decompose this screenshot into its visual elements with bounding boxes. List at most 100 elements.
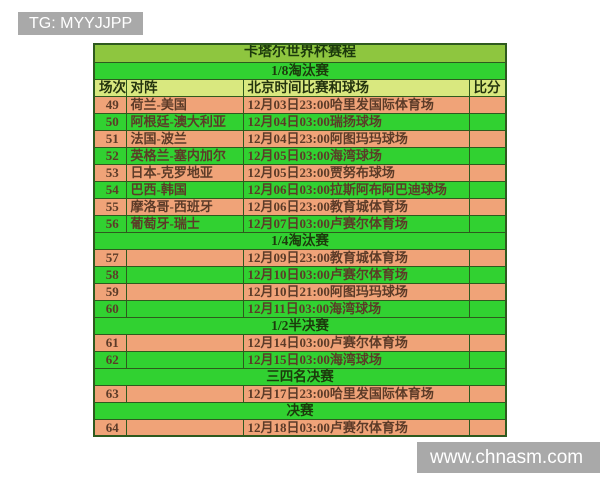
section-row: 1/8淘汰赛 [93,61,507,80]
match-no-cell: 62 [93,350,127,369]
match-pairing-cell [125,248,244,267]
score-cell [468,163,507,182]
score-cell [468,384,507,403]
table-row: 53 日本-克罗地亚 12月05日23:00贾努布球场 [93,163,507,182]
match-pairing-cell: 巴西-韩国 [125,180,244,199]
table-row: 55 摩洛哥-西班牙 12月06日23:00教育城体育场 [93,197,507,216]
score-cell [468,146,507,165]
match-pairing-cell [125,350,244,369]
score-cell [468,180,507,199]
section-row: 决赛 [93,401,507,420]
table-row: 49 荷兰-美国 12月03日23:00哈里发国际体育场 [93,95,507,114]
score-cell [468,112,507,131]
match-no-cell: 60 [93,299,127,318]
match-time-venue-cell: 12月10日21:00阿图玛玛球场 [242,282,470,301]
match-no-cell: 50 [93,112,127,131]
match-pairing-cell: 日本-克罗地亚 [125,163,244,182]
match-pairing-cell [125,384,244,403]
site-watermark: www.chnasm.com [417,442,600,473]
match-no-cell: 64 [93,418,127,437]
match-time-venue-cell: 12月17日23:00哈里发国际体育场 [242,384,470,403]
table-row: 52 英格兰-塞内加尔 12月05日03:00海湾球场 [93,146,507,165]
table-row: 54 巴西-韩国 12月06日03:00拉斯阿布阿巴迪球场 [93,180,507,199]
header-row: 场次 对阵 北京时间比赛和球场 比分 [93,78,507,97]
table-row: 61 12月14日03:00卢赛尔体育场 [93,333,507,352]
column-header: 对阵 [125,78,244,97]
match-pairing-cell: 法国-波兰 [125,129,244,148]
section-row: 1/4淘汰赛 [93,231,507,250]
match-pairing-cell [125,265,244,284]
table-row: 58 12月10日03:00卢赛尔体育场 [93,265,507,284]
section-label: 决赛 [93,401,507,420]
match-no-cell: 63 [93,384,127,403]
match-no-cell: 49 [93,95,127,114]
table-row: 51 法国-波兰 12月04日23:00阿图玛玛球场 [93,129,507,148]
score-cell [468,95,507,114]
table-row: 60 12月11日03:00海湾球场 [93,299,507,318]
match-no-cell: 61 [93,333,127,352]
section-label: 三四名决赛 [93,367,507,386]
section-row: 1/2半决赛 [93,316,507,335]
match-pairing-cell: 英格兰-塞内加尔 [125,146,244,165]
score-cell [468,214,507,233]
section-label: 1/4淘汰赛 [93,231,507,250]
table-title-row: 卡塔尔世界杯赛程 [93,43,507,63]
match-pairing-cell: 葡萄牙-瑞士 [125,214,244,233]
match-time-venue-cell: 12月18日03:00卢赛尔体育场 [242,418,470,437]
column-header: 比分 [468,78,507,97]
match-no-cell: 58 [93,265,127,284]
match-time-venue-cell: 12月03日23:00哈里发国际体育场 [242,95,470,114]
tg-badge: TG: MYYJJPP [18,12,144,35]
table-row: 62 12月15日03:00海湾球场 [93,350,507,369]
match-time-venue-cell: 12月14日03:00卢赛尔体育场 [242,333,470,352]
column-header: 场次 [93,78,127,97]
match-time-venue-cell: 12月15日03:00海湾球场 [242,350,470,369]
match-pairing-cell: 摩洛哥-西班牙 [125,197,244,216]
table-row: 63 12月17日23:00哈里发国际体育场 [93,384,507,403]
match-time-venue-cell: 12月05日03:00海湾球场 [242,146,470,165]
score-cell [468,129,507,148]
table-row: 59 12月10日21:00阿图玛玛球场 [93,282,507,301]
match-time-venue-cell: 12月10日03:00卢赛尔体育场 [242,265,470,284]
section-label: 1/8淘汰赛 [93,61,507,80]
match-no-cell: 54 [93,180,127,199]
match-time-venue-cell: 12月06日03:00拉斯阿布阿巴迪球场 [242,180,470,199]
world-cup-schedule-table: 卡塔尔世界杯赛程 1/8淘汰赛 场次 对阵 北京时间比赛和球场 比分 49 荷兰-美国 12月0… [93,43,507,437]
match-pairing-cell [125,299,244,318]
match-no-cell: 56 [93,214,127,233]
match-time-venue-cell: 12月04日03:00瑞扬球场 [242,112,470,131]
section-label: 1/2半决赛 [93,316,507,335]
table-row: 56 葡萄牙-瑞士 12月07日03:00卢赛尔体育场 [93,214,507,233]
match-time-venue-cell: 12月04日23:00阿图玛玛球场 [242,129,470,148]
match-no-cell: 59 [93,282,127,301]
column-header: 北京时间比赛和球场 [242,78,470,97]
table-title: 卡塔尔世界杯赛程 [93,43,507,63]
section-row: 三四名决赛 [93,367,507,386]
match-pairing-cell [125,418,244,437]
match-time-venue-cell: 12月11日03:00海湾球场 [242,299,470,318]
match-time-venue-cell: 12月06日23:00教育城体育场 [242,197,470,216]
table-row: 50 阿根廷-澳大利亚 12月04日03:00瑞扬球场 [93,112,507,131]
match-time-venue-cell: 12月05日23:00贾努布球场 [242,163,470,182]
match-pairing-cell [125,333,244,352]
score-cell [468,350,507,369]
match-no-cell: 52 [93,146,127,165]
score-cell [468,333,507,352]
score-cell [468,265,507,284]
match-pairing-cell: 阿根廷-澳大利亚 [125,112,244,131]
score-cell [468,197,507,216]
match-no-cell: 51 [93,129,127,148]
match-no-cell: 53 [93,163,127,182]
table-row: 64 12月18日03:00卢赛尔体育场 [93,418,507,437]
score-cell [468,418,507,437]
score-cell [468,282,507,301]
match-time-venue-cell: 12月09日23:00教育城体育场 [242,248,470,267]
match-pairing-cell: 荷兰-美国 [125,95,244,114]
score-cell [468,248,507,267]
match-no-cell: 55 [93,197,127,216]
score-cell [468,299,507,318]
match-no-cell: 57 [93,248,127,267]
match-time-venue-cell: 12月07日03:00卢赛尔体育场 [242,214,470,233]
table-row: 57 12月09日23:00教育城体育场 [93,248,507,267]
